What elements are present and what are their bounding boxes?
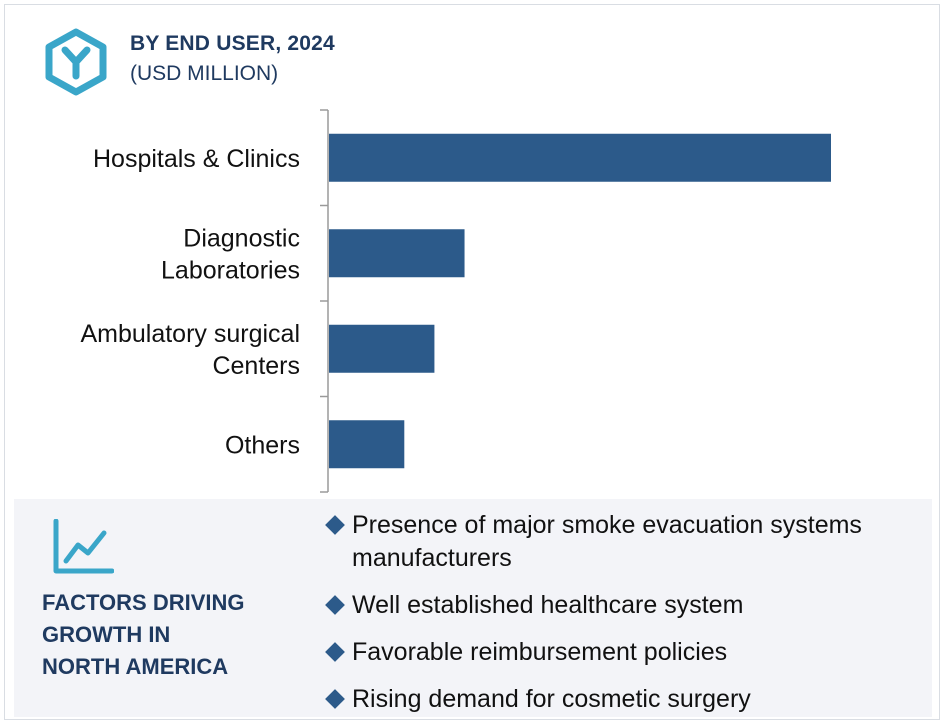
diamond-bullet-icon xyxy=(325,689,345,709)
factor-text: Rising demand for cosmetic surgery xyxy=(352,685,751,713)
factor-text: Favorable reimbursement policies xyxy=(352,638,728,666)
factors-title: FACTORS DRIVING GROWTH IN NORTH AMERICA xyxy=(42,590,245,679)
factor-item: Rising demand for cosmetic surgery xyxy=(324,683,924,716)
category-label: Hospitals & Clinics xyxy=(93,145,300,173)
factor-text: Well established healthcare system xyxy=(352,591,744,619)
category-label: Laboratories xyxy=(161,256,300,284)
factor-item: Well established healthcare system xyxy=(324,589,924,622)
chart-title: BY END USER, 2024 xyxy=(130,32,335,55)
bar xyxy=(329,324,435,373)
factors-list: Presence of major smoke evacuation syste… xyxy=(324,509,924,716)
category-label: Others xyxy=(225,431,300,459)
category-label: Centers xyxy=(212,352,300,380)
bar xyxy=(329,229,465,278)
hexagon-logo-icon xyxy=(45,28,107,96)
trend-line-chart-icon xyxy=(53,519,114,574)
diamond-bullet-icon xyxy=(325,642,345,662)
factor-item: Favorable reimbursement policies xyxy=(324,636,924,669)
category-label: Ambulatory surgical xyxy=(80,320,300,348)
diamond-bullet-icon xyxy=(325,515,345,535)
diamond-bullet-icon xyxy=(325,595,345,615)
category-label: Diagnostic xyxy=(183,224,300,252)
bar xyxy=(329,420,405,469)
factors-panel: FACTORS DRIVING GROWTH IN NORTH AMERICA … xyxy=(14,499,932,717)
factor-item: Presence of major smoke evacuation syste… xyxy=(324,509,924,575)
factor-text: Presence of major smoke evacuation syste… xyxy=(352,511,862,572)
bar xyxy=(329,133,831,182)
chart-subtitle: (USD MILLION) xyxy=(130,62,279,85)
bar-chart: Hospitals & Clinics Diagnostic Laboratorie… xyxy=(80,109,831,493)
